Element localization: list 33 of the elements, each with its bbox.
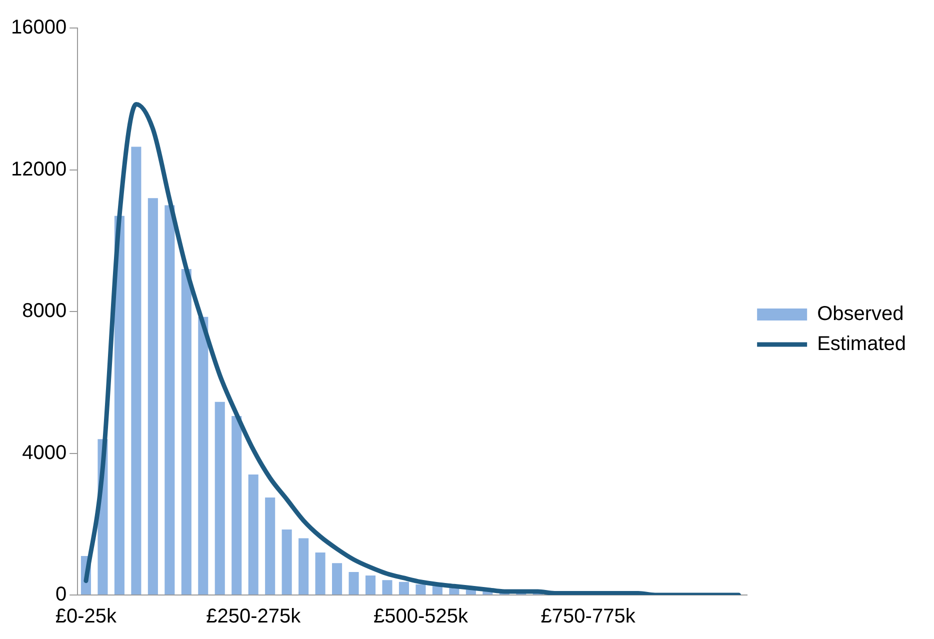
bar	[315, 552, 326, 594]
x-tick-label: £750-775k	[540, 606, 636, 628]
bar	[214, 402, 225, 594]
bar	[181, 268, 192, 594]
bar	[416, 584, 426, 594]
bar	[198, 316, 208, 594]
bar	[449, 588, 460, 594]
bar	[282, 529, 292, 594]
x-tick-label: £0-25k	[55, 606, 118, 628]
x-tick-label: £250-275k	[206, 606, 302, 628]
y-tick-label: 0	[55, 584, 67, 606]
bar	[332, 563, 342, 594]
bar	[382, 580, 392, 594]
bar	[265, 498, 276, 594]
bar	[131, 146, 142, 594]
bar	[114, 216, 124, 594]
y-tick-label: 8000	[22, 300, 67, 322]
bar	[298, 538, 309, 594]
y-tick-label: 12000	[10, 158, 67, 180]
bar	[248, 474, 258, 594]
bar	[365, 576, 376, 594]
legend-label: Observed	[817, 303, 904, 326]
legend-label: Estimated	[817, 333, 906, 356]
x-tick-label: £500-525k	[373, 606, 469, 628]
bar	[348, 572, 359, 594]
y-tick-label: 4000	[22, 442, 67, 464]
bar	[432, 586, 442, 594]
bar	[164, 205, 175, 594]
bar	[148, 198, 158, 594]
bar	[398, 582, 409, 594]
bar	[232, 416, 242, 594]
line-series	[84, 102, 741, 595]
y-tick-label: 16000	[10, 16, 67, 39]
